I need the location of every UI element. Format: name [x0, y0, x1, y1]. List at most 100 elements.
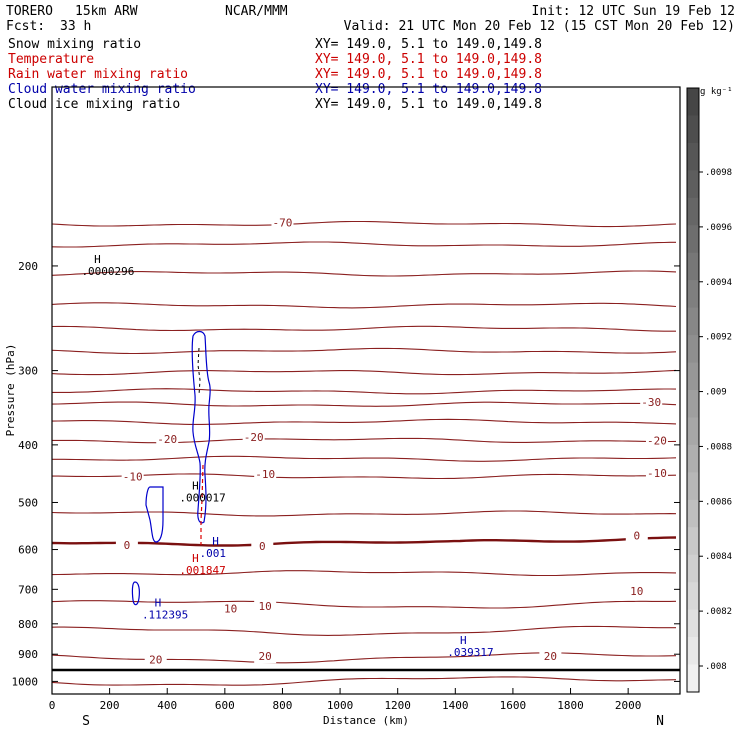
contour-label: 0 [633, 529, 640, 542]
maximum-value: .0000296 [81, 265, 134, 278]
colorbar-tick-label: .0094 [705, 278, 732, 288]
isotherm-line [51, 241, 676, 248]
y-tick-label: 700 [18, 583, 38, 596]
legend-label: Temperature [8, 52, 94, 67]
contour-label-bg [254, 599, 277, 613]
legend-xy-range: XY= 149.0, 5.1 to 149.0,149.8 [315, 82, 542, 97]
cloud-water-contour-lower [145, 486, 164, 543]
colorbar-tick-label: .0088 [705, 442, 732, 452]
cloud-ice-contour [197, 347, 201, 396]
contour-label: 20 [149, 654, 162, 667]
legend-xy-range: XY= 149.0, 5.1 to 149.0,149.8 [315, 37, 542, 52]
contour-label: -30 [641, 396, 661, 409]
isotherm-line [51, 302, 677, 309]
contour-label: -20 [647, 434, 667, 447]
contour-label-bg [254, 468, 277, 482]
y-tick-label: 500 [18, 496, 38, 509]
y-tick-label: 400 [18, 439, 38, 452]
x-tick-label: 1800 [557, 699, 584, 712]
y-tick-label: 1000 [12, 675, 39, 688]
maximum-value: .001 [200, 547, 227, 560]
colorbar-unit: g kg⁻¹ [700, 87, 733, 97]
contour-label-bg [645, 466, 668, 480]
maximum-value: .039317 [447, 646, 493, 659]
contour-label: -10 [255, 468, 275, 481]
maxima-labels: H.0000296H.000017H.001H.001847H.112395H.… [81, 253, 493, 659]
contour-label: 0 [124, 539, 131, 552]
y-tick-label: 600 [18, 544, 38, 557]
colorbar-tick-label: .0098 [705, 168, 732, 178]
contour-label-bg [254, 650, 277, 664]
x-tick-label: 1400 [442, 699, 469, 712]
maximum-value: .000017 [179, 491, 225, 504]
isotherm-line [51, 401, 677, 407]
y-axis-label: Pressure (hPa) [4, 344, 17, 437]
isotherm-line [52, 437, 677, 444]
colorbar-swatch [687, 582, 699, 611]
colorbar-tick-label: .009 [705, 388, 727, 398]
init-time: Init: 12 UTC Sun 19 Feb 12 [532, 4, 736, 19]
rain-water-contour [200, 464, 204, 545]
contour-label-bg [219, 602, 242, 616]
isotherm-line [52, 473, 677, 480]
colorbar-swatch [687, 88, 699, 116]
isotherm-line [51, 270, 677, 277]
x-axis-north-label: N [656, 714, 664, 729]
colorbar-swatch [687, 609, 699, 638]
isotherm-line [51, 347, 677, 355]
contour-label: 10 [259, 600, 272, 613]
model-resolution: 15km ARW [75, 4, 138, 19]
x-axis: 0 200 400 600 800 1000 1200 1400 1600 1800 2000 [49, 688, 641, 712]
contour-label-bg [625, 529, 648, 543]
forecast-label: Fcst: [6, 19, 45, 34]
colorbar-swatch [687, 472, 699, 501]
legend-label: Cloud ice mixing ratio [8, 97, 180, 112]
colorbar-tick-label: .008 [705, 662, 727, 672]
contour-label-bg [640, 396, 663, 410]
y-tick-label: 900 [18, 648, 38, 661]
maximum-value: .001847 [179, 564, 225, 577]
contour-label: -20 [244, 431, 264, 444]
cloud-water-contour-small [131, 581, 140, 606]
colorbar-swatch [687, 637, 699, 666]
y-tick-label: 800 [18, 618, 38, 631]
forecast-hour: 33 h [60, 19, 91, 34]
contour-label: -10 [123, 470, 143, 483]
x-tick-label: 800 [273, 699, 293, 712]
colorbar-swatch [687, 280, 699, 309]
x-tick-label: 1000 [327, 699, 354, 712]
center-name: NCAR/MMM [225, 4, 288, 19]
colorbar-tick-label: .0084 [705, 552, 732, 562]
contour-label: -10 [647, 467, 667, 480]
contour-label: 10 [630, 585, 643, 598]
isotherm-line [51, 220, 677, 228]
isotherm-line [51, 369, 677, 376]
colorbar-swatch [687, 335, 699, 364]
isotherm-line [51, 600, 677, 609]
contour-labels: -70 -30 -20 -20 -20 -10 -10 -10 0 0 0 10 10 10 20 20 20 [115, 216, 668, 667]
contour-label-bg [539, 650, 562, 664]
colorbar-swatch [687, 197, 699, 226]
maximum-marker: H [155, 597, 162, 610]
colorbar-tick-label: .0082 [705, 607, 732, 617]
x-tick-label: 1600 [500, 699, 527, 712]
contour-label: -70 [273, 216, 293, 229]
legend-label: Cloud water mixing ratio [8, 82, 196, 97]
plot-frame [51, 86, 681, 695]
x-tick-label: 400 [157, 699, 177, 712]
maximum-marker: H [192, 479, 199, 492]
colorbar-swatch [687, 307, 699, 336]
legend-xy-range: XY= 149.0, 5.1 to 149.0,149.8 [315, 97, 542, 112]
contour-label-bg [251, 540, 274, 554]
x-tick-label: 1200 [384, 699, 411, 712]
model-name: TORERO [6, 4, 53, 19]
colorbar-swatch [687, 225, 699, 254]
contour-label-bg [271, 216, 294, 230]
colorbar-swatch [687, 390, 699, 418]
colorbar: .0098 .0096 .0094 .0092 .009 .0088 .0086 .0084.… [686, 87, 732, 693]
contour-label-bg [625, 584, 648, 598]
isotherm-line [51, 510, 677, 517]
colorbar-swatch [687, 170, 699, 199]
maximum-value: .112395 [142, 609, 188, 622]
